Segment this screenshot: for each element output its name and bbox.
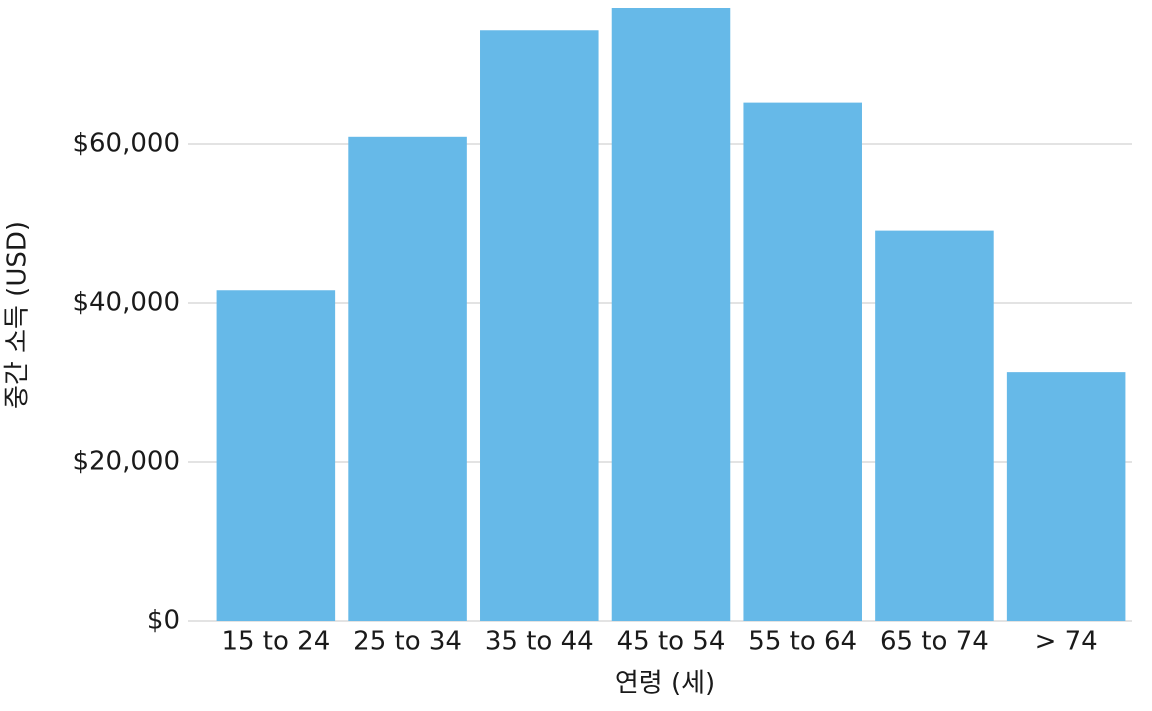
bar xyxy=(216,290,336,621)
y-tick-label: $60,000 xyxy=(72,128,180,158)
y-tick-label: $40,000 xyxy=(72,287,180,317)
y-tick-label: $20,000 xyxy=(72,446,180,476)
bar xyxy=(348,136,467,621)
bar xyxy=(480,30,599,621)
x-tick-label: > 74 xyxy=(1035,627,1098,657)
x-tick-label: 65 to 74 xyxy=(880,627,989,657)
y-axis-label: 중간 소득 (USD) xyxy=(3,221,33,409)
x-tick-label: 35 to 44 xyxy=(485,627,594,657)
x-tick-label: 55 to 64 xyxy=(748,627,857,657)
bar xyxy=(1006,372,1126,621)
bar xyxy=(875,230,994,621)
x-axis-label: 연령 (세) xyxy=(615,669,715,699)
x-tick-label: 45 to 54 xyxy=(617,627,726,657)
x-tick-label: 15 to 24 xyxy=(221,627,330,657)
bar xyxy=(611,8,731,621)
x-tick-label: 25 to 34 xyxy=(353,627,462,657)
bar xyxy=(743,102,862,622)
y-tick-label: $0 xyxy=(147,606,180,636)
